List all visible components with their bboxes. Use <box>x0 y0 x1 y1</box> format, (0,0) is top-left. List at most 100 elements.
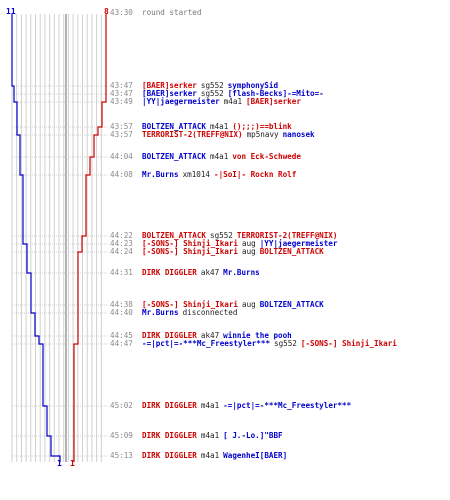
event-time: 44:38 <box>110 300 133 309</box>
target-name: [BAER]serker <box>246 97 301 106</box>
actor-name: round started <box>142 8 202 17</box>
actor-name: [-SONS-] Shinji_Ikari <box>142 247 239 256</box>
actor-name: [BAER]serker <box>142 89 197 98</box>
weapon-label: sg552 <box>274 339 297 348</box>
event-time: 43:57 <box>110 130 133 139</box>
red-team-line <box>73 14 107 462</box>
weapon-label: xm1014 <box>182 170 211 179</box>
target-name: [-SONS-] Shinji_Ikari <box>300 339 397 348</box>
actor-name: DIRK DIGGLER <box>142 331 197 340</box>
log-row: 45:02 DIRK DIGGLER m4a1 -=|pct|=-***Mc_Free… <box>110 402 355 410</box>
log-row: 43:57 BOLTZEN_ATTACK m4a1 ();;;)==blink <box>110 123 296 131</box>
log-row: 43:47 [BAER]serker sg552 [flash-Becks]-=Mit… <box>110 90 328 98</box>
event-time: 44:47 <box>110 339 133 348</box>
log-row: 43:57 TERRORIST-2(TREFF@NIX) mp5navy nanose… <box>110 131 319 139</box>
actor-name: |YY|jaegermeister <box>142 97 220 106</box>
event-time: 44:31 <box>110 268 133 277</box>
target-name: BOLTZEN_ATTACK <box>259 247 324 256</box>
log-row: 43:49 |YY|jaegermeister m4a1 [BAER]serker <box>110 98 305 106</box>
weapon-label: mp5navy <box>246 130 279 139</box>
event-time: 44:22 <box>110 231 133 240</box>
weapon-label: aug <box>242 239 256 248</box>
weapon-label: m4a1 <box>223 97 243 106</box>
actor-name: BOLTZEN_ATTACK <box>142 231 207 240</box>
actor-name: BOLTZEN_ATTACK <box>142 122 207 131</box>
weapon-label: disconnected <box>182 308 238 317</box>
target-name: ();;;)==blink <box>232 122 292 131</box>
log-row: 44:45 DIRK DIGGLER ak47 winnie the pooh <box>110 332 296 340</box>
actor-name: -=|pct|=-***Mc_Freestyler*** <box>142 339 271 348</box>
weapon-label: m4a1 <box>210 152 229 161</box>
log-row: 45:09 DIRK DIGGLER m4a1[ J.-Lo.]"BBF <box>110 432 287 440</box>
log-row: 44:38 [-SONS-] Shinji_Ikari aug BOLTZEN_ATT… <box>110 301 328 309</box>
target-name: -=|pct|=-***Mc_Freestyler*** <box>223 401 352 410</box>
weapon-label: m4a1 <box>200 401 220 410</box>
event-time: 45:02 <box>110 401 133 410</box>
log-row: 44:22 BOLTZEN_ATTACK sg552 TERRORIST-2(TREF… <box>110 232 341 240</box>
weapon-label: sg552 <box>210 231 233 240</box>
log-row: 44:40 Mr.Burns disconnected <box>110 309 241 317</box>
event-time: 45:13 <box>110 451 133 460</box>
log-row: 44:47 -=|pct|=-***Mc_Freestyler*** sg552 [-… <box>110 340 401 348</box>
log-row: 43:47 [BAER]serker sg552 symphonySid <box>110 82 282 90</box>
event-time: 43:47 <box>110 81 133 90</box>
event-time: 44:08 <box>110 170 133 179</box>
event-time: 44:40 <box>110 308 133 317</box>
log-row: 43:30 round started <box>110 9 205 17</box>
target-name: [ J.-Lo.]"BBF <box>223 431 283 440</box>
event-time: 43:47 <box>110 89 133 98</box>
actor-name: [-SONS-] Shinji_Ikari <box>142 300 239 309</box>
actor-name: TERRORIST-2(TREFF@NIX) <box>142 130 243 139</box>
weapon-label: sg552 <box>200 89 224 98</box>
weapon-label: m4a1 <box>200 431 220 440</box>
target-name: von Eck-Schwede <box>232 152 301 161</box>
target-name: TERRORIST-2(TREFF@NIX) <box>236 231 338 240</box>
log-row: 44:31 DIRK DIGGLER ak47 Mr.Burns <box>110 269 264 277</box>
target-name: nanosek <box>282 130 315 139</box>
log-row: 44:08 Mr.Burns xm1014 -|SoI|- Rockn Rolf <box>110 171 300 179</box>
actor-name: Mr.Burns <box>142 170 179 179</box>
actor-name: Mr.Burns <box>142 308 179 317</box>
target-name: |YY|jaegermeister <box>259 239 338 248</box>
target-name: WagenheI[BAER] <box>223 451 288 460</box>
event-time: 44:04 <box>110 152 133 161</box>
weapon-label: ak47 <box>200 268 220 277</box>
event-time: 44:45 <box>110 331 133 340</box>
event-time: 43:57 <box>110 122 133 131</box>
weapon-label: m4a1 <box>200 451 220 460</box>
event-time: 45:09 <box>110 431 133 440</box>
event-time: 44:24 <box>110 247 133 256</box>
weapon-label: aug <box>242 247 256 256</box>
log-row: 44:24 [-SONS-] Shinji_Ikari aug BOLTZEN_ATT… <box>110 248 328 256</box>
weapon-label: aug <box>242 300 256 309</box>
log-row: 44:04 BOLTZEN_ATTACK m4a1 von Eck-Schwede <box>110 153 305 161</box>
log-row: 44:23 [-SONS-] Shinji_Ikari aug |YY|jaegerm… <box>110 240 341 248</box>
target-name: BOLTZEN_ATTACK <box>259 300 324 309</box>
log-row: 45:13 DIRK DIGGLER m4a1 WagenheI[BAER] <box>110 452 291 460</box>
weapon-label: m4a1 <box>210 122 229 131</box>
target-name: winnie the pooh <box>223 331 292 340</box>
event-time: 43:30 <box>110 8 133 17</box>
event-time: 43:49 <box>110 97 133 106</box>
actor-name: [-SONS-] Shinji_Ikari <box>142 239 239 248</box>
target-name: -|SoI|- Rockn Rolf <box>214 170 297 179</box>
event-time: 44:23 <box>110 239 133 248</box>
actor-name: BOLTZEN_ATTACK <box>142 152 207 161</box>
target-name: [flash-Becks]-=Mito=- <box>227 89 324 98</box>
red-start-count: 8 <box>104 7 109 16</box>
blue-end-count: 1 <box>57 459 62 468</box>
actor-name: [BAER]serker <box>142 81 197 90</box>
red-end-count: 1 <box>70 459 75 468</box>
weapon-label: ak47 <box>200 331 220 340</box>
target-name: Mr.Burns <box>223 268 260 277</box>
actor-name: DIRK DIGGLER <box>142 268 197 277</box>
blue-team-line <box>11 14 61 462</box>
actor-name: DIRK DIGGLER <box>142 401 197 410</box>
target-name: symphonySid <box>227 81 279 90</box>
blue-start-count: 11 <box>6 7 16 16</box>
actor-name: DIRK DIGGLER <box>142 451 197 460</box>
weapon-label: sg552 <box>200 81 224 90</box>
actor-name: DIRK DIGGLER <box>142 431 197 440</box>
